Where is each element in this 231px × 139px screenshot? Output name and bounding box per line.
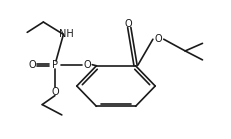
Text: O: O [51, 86, 58, 96]
Text: O: O [124, 19, 132, 29]
Text: NH: NH [59, 29, 73, 39]
Text: O: O [28, 60, 36, 70]
Text: O: O [154, 34, 162, 44]
Text: P: P [52, 60, 58, 70]
Text: O: O [83, 60, 91, 70]
